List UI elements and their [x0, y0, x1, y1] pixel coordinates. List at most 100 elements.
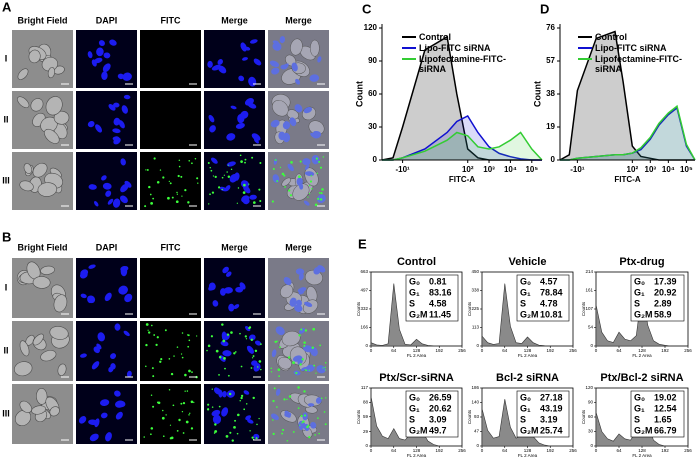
cell-shape	[287, 163, 294, 172]
cell-shape	[246, 345, 254, 354]
cell-shape	[243, 390, 250, 395]
fitc-spot	[169, 182, 172, 185]
fitc-spot	[143, 436, 145, 438]
chart-title: Bcl-2 siRNA	[496, 372, 559, 384]
fitc-spot	[244, 335, 247, 338]
fitc-spot	[147, 331, 151, 334]
fitc-spot	[315, 157, 318, 160]
fitc-spot	[258, 417, 260, 420]
x-tick-label: 256	[458, 448, 466, 453]
fitc-spot	[301, 358, 304, 361]
cell-shape	[100, 412, 108, 419]
cell-shape	[115, 411, 123, 420]
phase-name: G₀	[520, 392, 531, 402]
cell-shape	[226, 133, 236, 141]
cell-shape	[120, 158, 126, 166]
fitc-spot	[176, 193, 178, 195]
fitc-spot	[145, 343, 148, 347]
phase-name: S	[634, 298, 640, 308]
x-tick-label: 64	[616, 448, 622, 453]
fitc-spot	[287, 356, 291, 359]
cell-shape	[109, 39, 117, 46]
fitc-spot	[150, 433, 152, 436]
x-tick-label: 64	[616, 348, 622, 353]
x-tick-label: 192	[546, 448, 554, 453]
cell-shape	[226, 271, 232, 277]
fitc-spot	[162, 435, 165, 438]
row-label: II	[3, 345, 8, 355]
phase-table	[405, 274, 459, 322]
x-tick-label: 128	[524, 348, 532, 353]
fitc-spot	[145, 169, 147, 171]
phase-value: 25.74	[540, 425, 563, 435]
y-axis-label: Counts	[356, 301, 361, 316]
x-tick-label: 192	[661, 348, 669, 353]
fitc-spot	[196, 177, 199, 180]
phase-name: G₁	[520, 403, 531, 413]
legend-entry: Lipo-FITC siRNA	[402, 43, 514, 53]
fitc-spot	[274, 159, 277, 161]
fitc-spot	[298, 175, 301, 179]
cell-shape	[269, 60, 280, 68]
fitc-spot	[319, 344, 322, 347]
fitc-spot	[176, 191, 178, 194]
legend-label: Control	[419, 32, 451, 42]
cell-shape	[112, 198, 121, 208]
phase-value: 3.19	[540, 414, 558, 424]
cell-shape	[113, 102, 120, 108]
cell-shape	[305, 164, 310, 170]
y-tick-label: 76	[546, 23, 555, 32]
cell-shape	[110, 363, 116, 370]
fitc-spot	[191, 371, 193, 373]
cell-shape	[209, 125, 216, 133]
cell-shape	[271, 349, 277, 358]
cell-shape	[235, 286, 244, 293]
phase-name: G₁	[634, 403, 645, 413]
fitc-spot	[284, 186, 286, 188]
cell-shape	[270, 413, 279, 421]
fitc-spot	[251, 357, 254, 359]
fitc-spot	[308, 435, 311, 439]
cell-shape	[241, 57, 248, 61]
cell-shape	[295, 268, 305, 275]
cell-shape	[49, 406, 60, 417]
x-tick-label: 0	[595, 348, 598, 353]
y-tick-label: 60	[588, 414, 594, 419]
fitc-spot	[276, 180, 279, 183]
column-header: Bright Field	[18, 242, 68, 252]
fitc-spot	[230, 168, 233, 171]
fitc-spot	[303, 414, 307, 417]
fitc-spot	[297, 386, 300, 389]
cell-shape	[217, 59, 223, 65]
cell-shape	[229, 174, 238, 183]
fitc-spot	[222, 339, 226, 343]
x-axis-label: FL 2 Area	[518, 453, 538, 457]
cell-shape	[218, 65, 227, 74]
cell-shape	[303, 107, 313, 114]
cell-shape	[17, 96, 30, 109]
cell-shape	[272, 42, 282, 51]
phase-name: G₀	[409, 392, 420, 402]
fitc-spot	[168, 180, 170, 183]
cell-shape	[105, 190, 112, 197]
fitc-spot	[299, 160, 302, 163]
fitc-spot	[312, 327, 316, 331]
fitc-spot	[194, 158, 197, 160]
cell-shape	[78, 416, 87, 424]
cell-shape	[291, 62, 298, 72]
fitc-spot	[162, 176, 165, 179]
y-tick-label: 0	[590, 443, 593, 448]
cell-shape	[36, 388, 48, 405]
fitc-spot	[321, 188, 324, 191]
fitc-spot	[320, 397, 323, 400]
fitc-spot	[162, 409, 164, 412]
fitc-spot	[165, 414, 167, 416]
y-axis-label: Count	[532, 81, 542, 107]
fitc-spot	[167, 196, 170, 200]
cell-shape	[49, 326, 69, 340]
cell-shape	[222, 391, 227, 398]
phase-name: G₂M	[634, 425, 653, 435]
cell-shape	[118, 120, 125, 129]
x-tick-label: -10¹	[395, 165, 410, 174]
x-tick-label: 0	[370, 348, 373, 353]
